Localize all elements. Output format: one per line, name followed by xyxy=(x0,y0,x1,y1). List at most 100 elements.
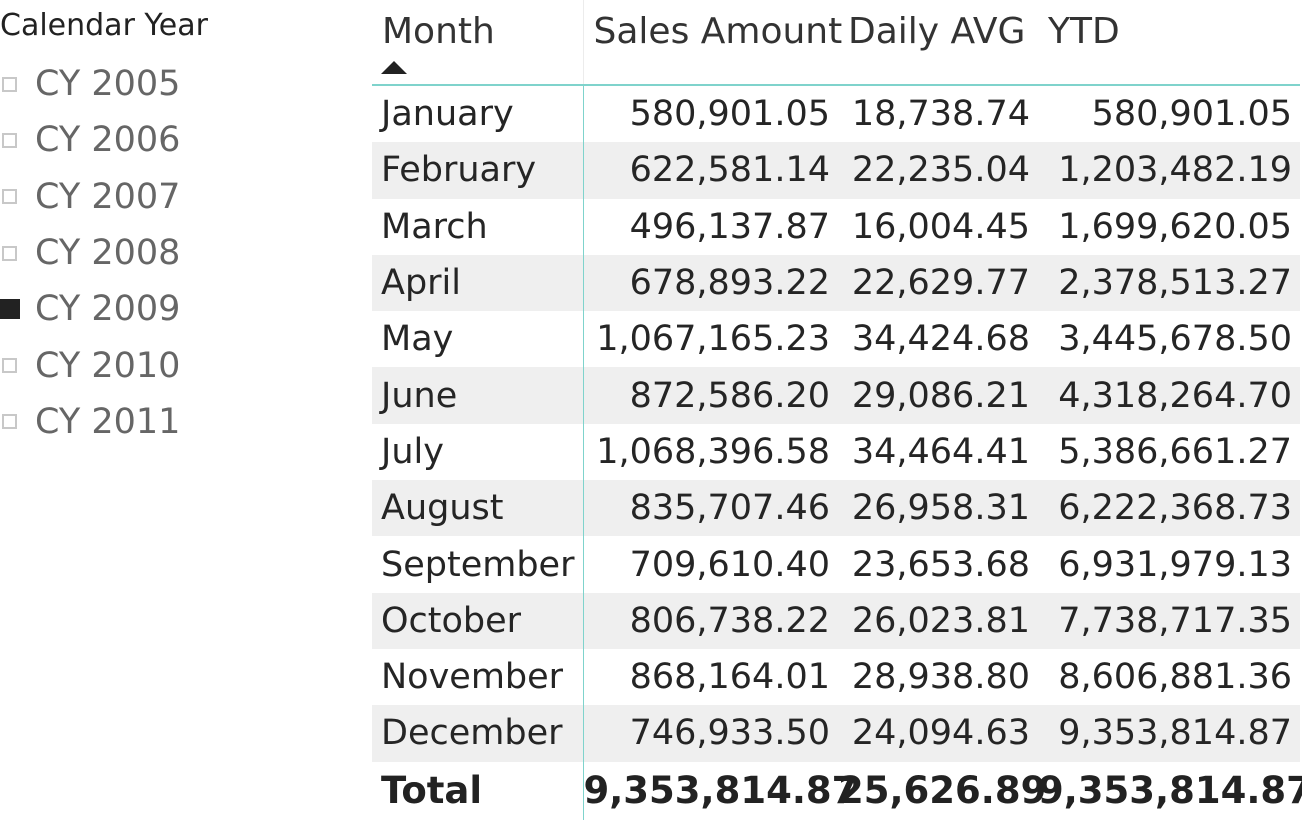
sales-amount-cell: 709,610.40 xyxy=(629,544,830,585)
month-cell: December xyxy=(372,705,584,762)
column-header-label: Sales Amount xyxy=(593,11,843,52)
checkbox-icon[interactable] xyxy=(2,132,17,148)
ytd-cell: 6,222,368.73 xyxy=(1038,480,1300,537)
table-row: January 580,901.05 18,738.74 580,901.05 xyxy=(372,85,1300,143)
daily-avg-cell: 26,023.81 xyxy=(838,592,1038,649)
column-header-label: Daily AVG xyxy=(848,11,1026,52)
table-row: July 1,068,396.58 34,464.41 5,386,661.27 xyxy=(372,423,1300,481)
matrix-table: Month Sales Amount Daily AVG YTD January… xyxy=(372,0,1302,820)
ytd-cell: 5,386,661.27 xyxy=(1058,431,1292,472)
table-row: February 622,581.14 22,235.04 1,203,482.… xyxy=(372,142,1300,199)
sales-amount-cell: 622,581.14 xyxy=(583,142,838,199)
total-row: Total 9,353,814.87 25,626.89 9,353,814.8… xyxy=(372,761,1302,820)
slicer-item-label: CY 2008 xyxy=(35,233,181,274)
daily-avg-cell: 28,938.80 xyxy=(851,657,1030,698)
month-cell: October xyxy=(372,592,584,649)
column-header-sales-amount[interactable]: Sales Amount xyxy=(583,0,843,86)
slicer-title: Calendar Year xyxy=(0,8,208,43)
ytd-cell: 9,353,814.87 xyxy=(1038,705,1300,762)
daily-avg-cell: 22,235.04 xyxy=(838,142,1038,199)
daily-avg-cell: 16,004.45 xyxy=(851,206,1030,247)
table-row: April 678,893.22 22,629.77 2,378,513.27 xyxy=(372,254,1300,312)
month-cell: August xyxy=(372,480,584,537)
slicer-item-cy-2008[interactable]: CY 2008 xyxy=(0,225,180,281)
slicer-item-label: CY 2010 xyxy=(35,345,181,386)
column-header-ytd[interactable]: YTD xyxy=(1038,0,1300,86)
total-label: Total xyxy=(372,761,584,820)
column-header-label: YTD xyxy=(1048,11,1120,52)
daily-avg-cell: 26,958.31 xyxy=(838,480,1038,537)
total-ytd: 9,353,814.87 xyxy=(1038,761,1302,820)
checkbox-icon[interactable] xyxy=(2,245,17,261)
month-cell: June xyxy=(372,367,584,424)
ytd-cell: 3,445,678.50 xyxy=(1058,319,1292,360)
sales-amount-cell: 868,164.01 xyxy=(629,657,830,698)
column-header-month[interactable]: Month xyxy=(372,0,584,86)
header-row: Month Sales Amount Daily AVG YTD xyxy=(372,0,1300,86)
checkbox-icon[interactable] xyxy=(2,189,17,205)
slicer-item-cy-2007[interactable]: CY 2007 xyxy=(0,169,180,225)
sales-amount-cell: 835,707.46 xyxy=(583,480,838,537)
slicer-item-label: CY 2006 xyxy=(35,120,181,161)
sales-amount-cell: 678,893.22 xyxy=(583,254,838,312)
column-header-label: Month xyxy=(382,11,495,52)
slicer-item-cy-2006[interactable]: CY 2006 xyxy=(0,112,180,168)
month-cell: September xyxy=(372,536,584,593)
daily-avg-cell: 22,629.77 xyxy=(838,254,1038,312)
month-cell: November xyxy=(372,648,584,706)
table-row: August 835,707.46 26,958.31 6,222,368.73 xyxy=(372,480,1300,537)
daily-avg-cell: 24,094.63 xyxy=(838,705,1038,762)
table-row: May 1,067,165.23 34,424.68 3,445,678.50 xyxy=(372,311,1300,368)
slicer-item-label: CY 2009 xyxy=(35,289,181,330)
month-cell: July xyxy=(372,423,584,481)
slicer-item-cy-2010[interactable]: CY 2010 xyxy=(0,337,180,393)
ytd-cell: 8,606,881.36 xyxy=(1058,657,1292,698)
daily-avg-cell: 29,086.21 xyxy=(838,367,1038,424)
sales-amount-cell: 1,067,165.23 xyxy=(596,319,830,360)
slicer-list: CY 2005 CY 2006 CY 2007 CY 2008 CY 2009 … xyxy=(0,56,180,450)
month-cell: May xyxy=(372,311,584,368)
checkbox-icon[interactable] xyxy=(2,414,17,430)
sales-amount-cell: 1,068,396.58 xyxy=(596,431,830,472)
sales-amount-cell: 872,586.20 xyxy=(583,367,838,424)
month-cell: January xyxy=(372,85,584,143)
slicer-item-label: CY 2011 xyxy=(35,401,181,442)
slicer-item-cy-2011[interactable]: CY 2011 xyxy=(0,394,180,450)
sales-matrix: Month Sales Amount Daily AVG YTD January… xyxy=(372,0,1302,820)
slicer-item-cy-2005[interactable]: CY 2005 xyxy=(0,56,180,112)
ytd-cell: 6,931,979.13 xyxy=(1058,544,1292,585)
ytd-cell: 1,699,620.05 xyxy=(1058,206,1292,247)
total-sales-amount: 9,353,814.87 xyxy=(583,761,857,820)
sales-amount-cell: 746,933.50 xyxy=(583,705,838,762)
table-row: November 868,164.01 28,938.80 8,606,881.… xyxy=(372,648,1300,706)
daily-avg-cell: 23,653.68 xyxy=(851,544,1030,585)
ytd-cell: 2,378,513.27 xyxy=(1038,254,1300,312)
checkbox-icon[interactable] xyxy=(2,358,17,374)
sales-amount-cell: 580,901.05 xyxy=(629,94,830,135)
table-row: October 806,738.22 26,023.81 7,738,717.3… xyxy=(372,592,1300,649)
daily-avg-cell: 34,424.68 xyxy=(851,319,1030,360)
table-row: December 746,933.50 24,094.63 9,353,814.… xyxy=(372,705,1300,762)
checkbox-checked-icon[interactable] xyxy=(0,299,20,320)
month-cell: February xyxy=(372,142,584,199)
column-header-daily-avg[interactable]: Daily AVG xyxy=(838,0,1038,86)
slicer-item-cy-2009[interactable]: CY 2009 xyxy=(0,281,180,337)
slicer-item-label: CY 2007 xyxy=(35,176,181,217)
table-row: June 872,586.20 29,086.21 4,318,264.70 xyxy=(372,367,1300,424)
daily-avg-cell: 34,464.41 xyxy=(851,431,1030,472)
slicer-item-label: CY 2005 xyxy=(35,64,181,105)
sales-amount-cell: 496,137.87 xyxy=(629,206,830,247)
ytd-cell: 4,318,264.70 xyxy=(1038,367,1300,424)
table-row: September 709,610.40 23,653.68 6,931,979… xyxy=(372,536,1300,593)
daily-avg-cell: 18,738.74 xyxy=(851,94,1030,135)
ytd-cell: 7,738,717.35 xyxy=(1038,592,1300,649)
ytd-cell: 580,901.05 xyxy=(1091,94,1292,135)
checkbox-icon[interactable] xyxy=(2,76,17,92)
sort-ascending-icon[interactable] xyxy=(381,61,407,74)
sales-amount-cell: 806,738.22 xyxy=(583,592,838,649)
total-daily-avg: 25,626.89 xyxy=(838,761,1046,820)
month-cell: March xyxy=(372,198,584,255)
ytd-cell: 1,203,482.19 xyxy=(1038,142,1300,199)
table-row: March 496,137.87 16,004.45 1,699,620.05 xyxy=(372,198,1300,255)
month-cell: April xyxy=(372,254,584,312)
